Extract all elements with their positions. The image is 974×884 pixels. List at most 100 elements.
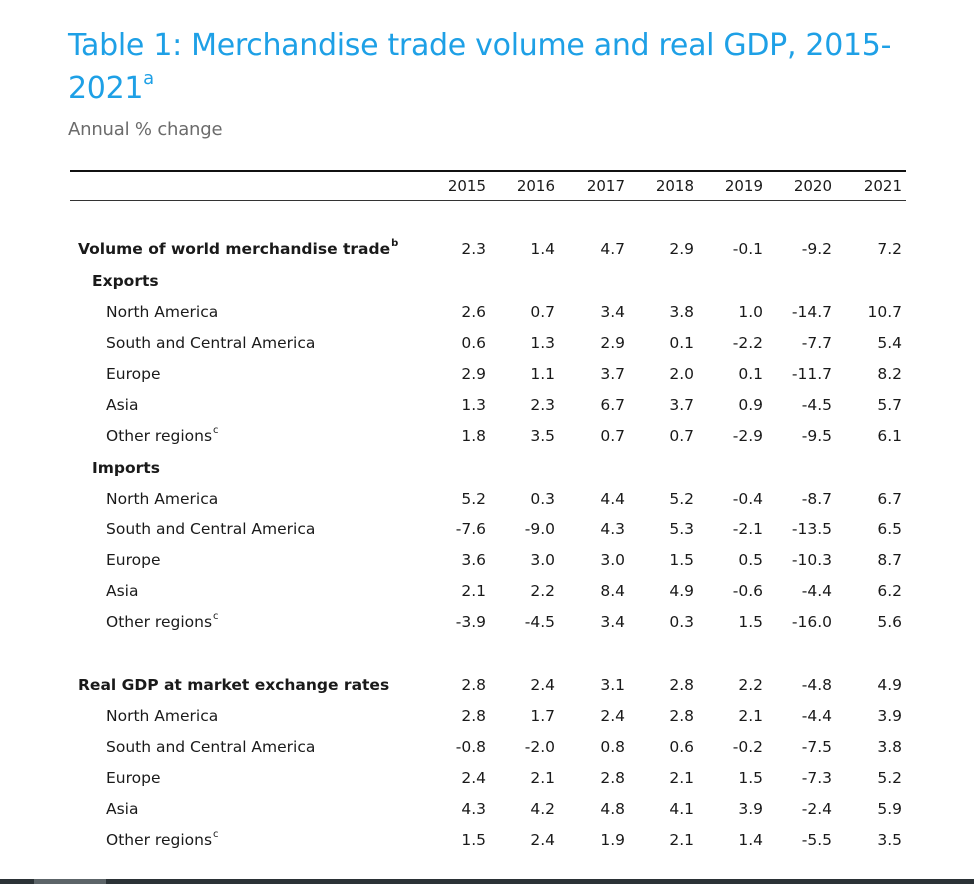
row-label-text: South and Central America (106, 334, 316, 352)
row-label: South and Central America (106, 520, 315, 538)
row-label-text: Other regions (106, 427, 213, 445)
table-cell: 4.8 (600, 800, 625, 818)
table-cell: 1.7 (530, 707, 555, 725)
table-cell: 6.2 (877, 582, 902, 600)
table-cell: 3.1 (600, 676, 625, 694)
table-cell: 3.8 (669, 303, 694, 321)
title-footnote-marker: a (143, 68, 154, 89)
table-cell: -5.5 (801, 831, 832, 849)
table-row: Europe 2.4 2.1 2.8 2.1 1.5 -7.3 5.2 (0, 769, 974, 797)
row-label-text: Real GDP at market exchange rates (78, 676, 390, 694)
table-cell: -0.2 (732, 738, 763, 756)
table-cell: 3.7 (600, 365, 625, 383)
row-label: Other regionsc (106, 611, 219, 632)
table-cell: -0.4 (732, 490, 763, 508)
row-label: Other regionsc (106, 425, 219, 446)
footnote-marker: c (213, 611, 219, 622)
table-cell: 6.7 (877, 490, 902, 508)
table-title-text: Table 1: Merchandise trade volume and re… (68, 28, 892, 106)
table-cell: 2.9 (600, 334, 625, 352)
table-cell: -14.7 (791, 303, 832, 321)
table-cell: 0.1 (669, 334, 694, 352)
table-cell: 6.1 (877, 427, 902, 445)
table-cell: 2.4 (600, 707, 625, 725)
table-cell: -4.5 (801, 396, 832, 414)
table-row: Real GDP at market exchange rates 2.8 2.4 3… (0, 676, 974, 704)
table-cell: 7.2 (877, 240, 902, 258)
row-label-text: Asia (106, 800, 139, 818)
row-label-text: Europe (106, 769, 161, 787)
table-cell: -4.8 (801, 676, 832, 694)
table-cell: 0.8 (600, 738, 625, 756)
table-cell: 2.8 (669, 707, 694, 725)
table-row: South and Central America 0.6 1.3 2.9 0.1 -2.… (0, 334, 974, 362)
page-bottom-bar-segment (34, 879, 106, 884)
table-cell: -8.7 (801, 490, 832, 508)
row-label: North America (106, 303, 218, 321)
table-cell: 3.6 (461, 551, 486, 569)
table-cell: 0.6 (669, 738, 694, 756)
table-cell: 2.8 (600, 769, 625, 787)
table-row: Exports (0, 272, 974, 300)
footnote-marker: c (213, 425, 219, 436)
row-label-text: Volume of world merchandise trade (78, 240, 391, 258)
table-cell: -9.2 (801, 240, 832, 258)
table-header-rule (70, 200, 906, 201)
table-cell: 3.4 (600, 303, 625, 321)
year-header-2017: 2017 (586, 177, 625, 195)
row-label: Exports (92, 272, 159, 290)
table-cell: 2.1 (669, 769, 694, 787)
row-label-text: Europe (106, 365, 161, 383)
table-cell: -9.5 (801, 427, 832, 445)
table-cell: 3.0 (600, 551, 625, 569)
row-label-text: Asia (106, 396, 139, 414)
table-cell: 2.0 (669, 365, 694, 383)
table-cell: -4.5 (524, 613, 555, 631)
table-cell: 5.9 (877, 800, 902, 818)
table-cell: 1.5 (669, 551, 694, 569)
table-cell: 8.2 (877, 365, 902, 383)
row-label-text: North America (106, 303, 219, 321)
table-cell: 2.4 (461, 769, 486, 787)
table-cell: -7.6 (455, 520, 486, 538)
table-row: North America 2.6 0.7 3.4 3.8 1.0 -14.7 10.7 (0, 303, 974, 331)
table-cell: 1.1 (530, 365, 555, 383)
row-label: South and Central America (106, 334, 315, 352)
table-cell: 4.9 (877, 676, 902, 694)
row-label: Real GDP at market exchange rates (78, 676, 389, 694)
table-cell: 1.3 (530, 334, 555, 352)
table-row: North America 2.8 1.7 2.4 2.8 2.1 -4.4 3.9 (0, 707, 974, 735)
table-cell: 2.1 (461, 582, 486, 600)
table-cell: 3.8 (877, 738, 902, 756)
table-cell: 0.3 (530, 490, 555, 508)
table-cell: -16.0 (791, 613, 832, 631)
table-cell: -2.2 (732, 334, 763, 352)
page-bottom-bar (0, 879, 974, 884)
table-cell: -2.9 (732, 427, 763, 445)
table-cell: 2.2 (530, 582, 555, 600)
table-cell: 3.5 (877, 831, 902, 849)
table-row: Other regionsc 1.8 3.5 0.7 0.7 -2.9 -9.5 6.1 (0, 425, 974, 455)
table-cell: 2.4 (530, 831, 555, 849)
table-row: North America 5.2 0.3 4.4 5.2 -0.4 -8.7 6.7 (0, 490, 974, 518)
table-cell: -11.7 (791, 365, 832, 383)
table-cell: 1.4 (738, 831, 763, 849)
table-cell: -2.0 (524, 738, 555, 756)
table-cell: 5.7 (877, 396, 902, 414)
table-cell: 2.6 (461, 303, 486, 321)
table-cell: 0.5 (738, 551, 763, 569)
table-cell: 4.7 (600, 240, 625, 258)
row-label: North America (106, 707, 218, 725)
table-cell: 2.3 (461, 240, 486, 258)
row-label: Europe (106, 365, 161, 383)
table-cell: 2.1 (530, 769, 555, 787)
table-cell: 3.9 (877, 707, 902, 725)
table-cell: 0.3 (669, 613, 694, 631)
row-label-text: Other regions (106, 613, 213, 631)
table-cell: 0.9 (738, 396, 763, 414)
footnote-marker: c (213, 829, 219, 840)
table-cell: 1.5 (738, 613, 763, 631)
row-label: Other regionsc (106, 829, 219, 850)
row-label: Asia (106, 582, 138, 600)
table-cell: 2.1 (738, 707, 763, 725)
